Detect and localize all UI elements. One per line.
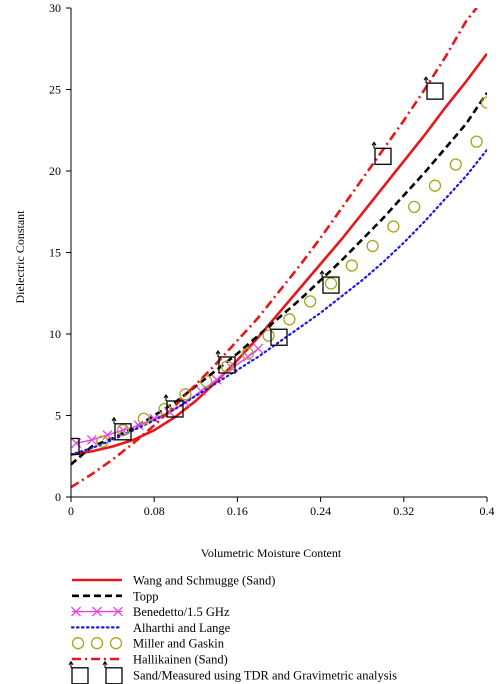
data-point-square bbox=[423, 76, 444, 100]
x-tick-label: 0.08 bbox=[144, 504, 165, 518]
data-point-square bbox=[111, 416, 132, 441]
y-axis-title: Dielectric Constant bbox=[13, 210, 27, 304]
data-point-circle bbox=[345, 259, 358, 272]
data-point-cross bbox=[242, 351, 253, 362]
data-point-square bbox=[319, 270, 340, 294]
legend-marker bbox=[71, 637, 85, 650]
legend-marker bbox=[68, 660, 89, 684]
legend-marker bbox=[90, 637, 104, 650]
legend-marker bbox=[71, 606, 81, 617]
legend-label: Miller and Gaskin bbox=[133, 637, 225, 651]
data-point-circle bbox=[304, 295, 317, 308]
data-point-circle bbox=[480, 96, 487, 109]
data-point-circle bbox=[408, 200, 421, 214]
data-point-circle bbox=[387, 220, 400, 233]
data-point-circle bbox=[200, 375, 213, 388]
y-tick-label: 20 bbox=[49, 164, 61, 178]
legend-marker bbox=[113, 606, 123, 617]
legend-entry: Hallikainen (Sand) bbox=[72, 653, 228, 667]
data-point-circle bbox=[179, 388, 192, 401]
series-line-0 bbox=[71, 52, 487, 456]
legend-marker bbox=[92, 606, 102, 617]
data-point-circle bbox=[366, 239, 379, 253]
legend-entry: Topp bbox=[72, 589, 159, 603]
data-point-circle bbox=[116, 424, 130, 437]
legend-marker bbox=[102, 660, 123, 684]
legend-entry: Sand/Measured using TDR and Gravimetric … bbox=[68, 660, 397, 684]
legend-label: Sand/Measured using TDR and Gravimetric … bbox=[133, 668, 397, 682]
x-tick-label: 0.24 bbox=[310, 504, 331, 518]
data-point-circle bbox=[283, 313, 296, 326]
data-point-square bbox=[215, 349, 236, 374]
data-point-circle bbox=[220, 360, 234, 373]
x-tick-label: 0 bbox=[68, 504, 74, 518]
y-tick-label: 30 bbox=[49, 1, 61, 15]
x-axis-title: Volumetric Moisture Content bbox=[201, 546, 342, 560]
legend-entry: Benedetto/1.5 GHz bbox=[71, 605, 230, 619]
series-line-5 bbox=[71, 8, 478, 489]
y-tick-label: 5 bbox=[55, 409, 61, 423]
legend-label: Benedetto/1.5 GHz bbox=[133, 605, 230, 619]
legend-entry: Wang and Schmugge (Sand) bbox=[72, 574, 275, 588]
data-point-circle bbox=[241, 347, 254, 360]
data-point-square bbox=[267, 322, 288, 346]
data-point-circle bbox=[449, 158, 462, 171]
legend-label: Topp bbox=[133, 589, 159, 603]
data-point-square bbox=[71, 437, 80, 456]
legend-label: Hallikainen (Sand) bbox=[133, 653, 228, 667]
data-point-square bbox=[163, 393, 184, 418]
data-point-square bbox=[371, 141, 392, 165]
data-point-circle bbox=[324, 277, 338, 290]
series-line-1 bbox=[71, 92, 487, 466]
data-point-circle bbox=[470, 135, 483, 148]
y-tick-label: 15 bbox=[49, 246, 61, 260]
legend-entry: Alharthi and Lange bbox=[70, 621, 231, 635]
data-point-circle bbox=[96, 435, 109, 448]
y-tick-label: 25 bbox=[49, 83, 61, 97]
data-point-cross bbox=[211, 374, 222, 385]
series-line-3 bbox=[71, 148, 487, 456]
x-tick-label: 0.16 bbox=[227, 504, 248, 518]
data-point-circle bbox=[137, 412, 150, 425]
legend: Wang and Schmugge (Sand)Topp Benedetto/1.… bbox=[68, 574, 397, 684]
legend-entry: Miller and Gaskin bbox=[71, 637, 225, 651]
legend-marker bbox=[109, 637, 123, 650]
x-tick-label: 0.4 bbox=[480, 504, 495, 518]
data-point-cross bbox=[253, 343, 264, 354]
plot-area bbox=[71, 8, 487, 489]
y-tick-label: 10 bbox=[49, 327, 61, 341]
axes: 0 0.08 0.16 0.24 0.32 0.4 0 5 10 15 20 25 30 bbox=[49, 1, 495, 518]
data-point-circle bbox=[262, 329, 275, 342]
data-point-circle bbox=[428, 179, 442, 192]
legend-label: Wang and Schmugge (Sand) bbox=[133, 574, 275, 588]
data-point-cross bbox=[86, 434, 97, 445]
data-point-cross bbox=[102, 430, 113, 441]
legend-label: Alharthi and Lange bbox=[133, 621, 231, 635]
y-tick-label: 0 bbox=[55, 490, 61, 504]
x-tick-label: 0.32 bbox=[393, 504, 414, 518]
